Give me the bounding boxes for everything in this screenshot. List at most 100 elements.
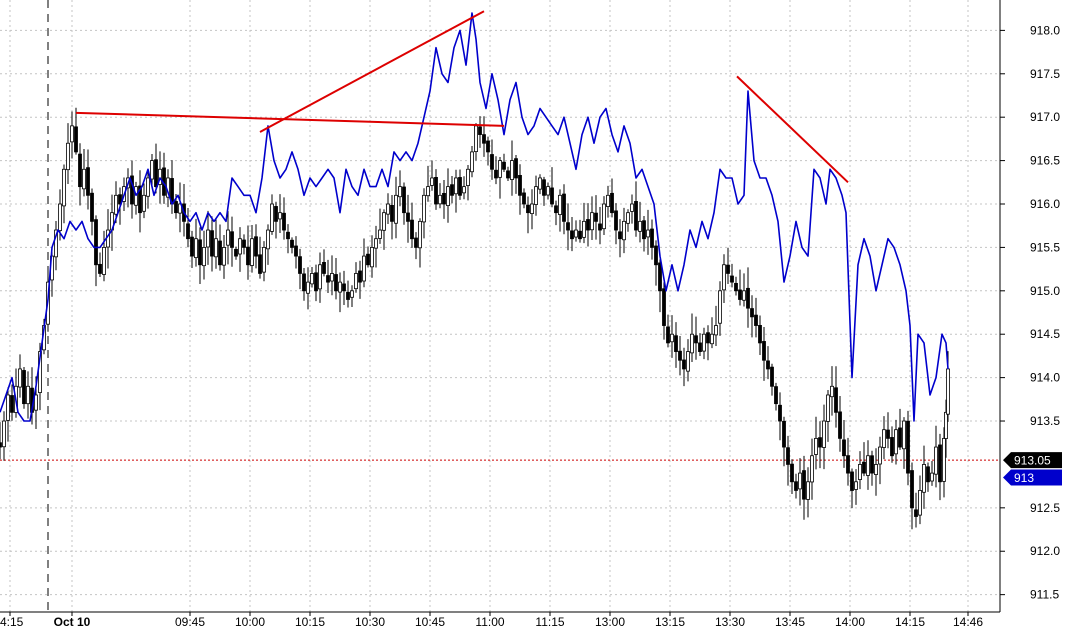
candle-body-219 <box>874 464 878 475</box>
candle-body-65 <box>258 254 262 274</box>
candle-body-119 <box>474 125 478 153</box>
candle-body-116 <box>462 186 466 194</box>
candle-body-170 <box>678 350 682 361</box>
candle-144 <box>574 220 578 242</box>
y-axis-labels: 918.0 917.5 917.0 916.5 916.0 915.5 915.0 914.5… <box>1000 23 1060 602</box>
candle-body-50 <box>198 239 202 266</box>
candle-107 <box>426 165 430 202</box>
candle-106 <box>422 188 426 239</box>
candle-161 <box>642 216 646 252</box>
candle-89 <box>354 262 358 293</box>
candle-body-125 <box>498 160 502 178</box>
candle-206 <box>822 404 826 470</box>
candle-66 <box>262 241 266 282</box>
candle-body-40 <box>158 168 162 185</box>
candle-body-215 <box>858 464 862 480</box>
candle-225 <box>898 408 902 450</box>
candle-body-37 <box>146 177 150 197</box>
candle-body-155 <box>618 231 622 240</box>
candle-body-149 <box>594 212 598 222</box>
candle-body-69 <box>274 206 278 222</box>
candle-120 <box>478 116 482 148</box>
candle-body-92 <box>366 253 370 266</box>
candle-body-102 <box>406 212 410 222</box>
candle-body-110 <box>438 194 442 205</box>
candle-body-128 <box>510 160 514 180</box>
candle-body-177 <box>706 332 710 344</box>
candle-219 <box>874 448 878 496</box>
candle-6 <box>22 366 26 409</box>
candle-body-56 <box>222 247 226 266</box>
candle-body-0 <box>0 442 2 448</box>
candle-35 <box>138 170 142 233</box>
candle-body-213 <box>850 471 854 491</box>
candle-body-159 <box>634 201 638 231</box>
candle-236 <box>942 427 946 498</box>
candle-body-166 <box>662 288 666 326</box>
candle-170 <box>678 335 682 376</box>
candle-body-195 <box>778 404 782 422</box>
line-series <box>0 12 949 422</box>
candle-body-39 <box>154 159 158 188</box>
candle-67 <box>266 224 270 265</box>
candle-151 <box>602 196 606 236</box>
candle-193 <box>770 363 774 396</box>
candle-body-142 <box>566 222 570 231</box>
candle-body-75 <box>298 256 302 274</box>
candle-body-175 <box>698 342 702 352</box>
candle-body-77 <box>306 281 310 294</box>
candle-167 <box>666 314 670 348</box>
candle-101 <box>402 182 406 225</box>
candle-body-89 <box>354 273 358 290</box>
candle-body-131 <box>522 192 526 205</box>
candle-169 <box>674 322 678 368</box>
candle-body-184 <box>734 282 738 292</box>
candle-102 <box>406 194 410 243</box>
candle-body-217 <box>866 455 870 476</box>
candle-body-14 <box>54 229 58 258</box>
candle-183 <box>730 263 734 288</box>
candle-body-105 <box>418 220 422 249</box>
candle-body-26 <box>102 247 106 275</box>
candle-51 <box>202 230 206 280</box>
candle-153 <box>610 178 614 218</box>
y-tick-label-915-5: 915.5 <box>1030 240 1060 254</box>
candle-125 <box>498 156 502 199</box>
last-price-badge: 913.05 <box>1003 452 1062 469</box>
candle-body-64 <box>254 236 258 257</box>
candle-body-218 <box>870 455 874 474</box>
candle-body-179 <box>714 325 718 336</box>
candle-56 <box>222 234 226 279</box>
candle-55 <box>218 224 222 271</box>
candle-body-107 <box>426 186 430 197</box>
candle-207 <box>826 389 830 442</box>
candle-body-112 <box>446 186 450 207</box>
x-tick-label-13-15: 13:15 <box>655 615 685 629</box>
last-price-badge-label: 913.05 <box>1014 454 1051 468</box>
candle-129 <box>514 154 518 194</box>
candle-body-224 <box>894 429 898 455</box>
candle-body-156 <box>622 220 626 241</box>
candle-93 <box>370 235 374 278</box>
candle-139 <box>554 200 558 226</box>
candle-216 <box>862 442 866 477</box>
candle-164 <box>654 240 658 286</box>
candle-181 <box>722 254 726 303</box>
candle-148 <box>590 196 594 240</box>
x-tick-label-09-45: 09:45 <box>175 615 205 629</box>
candle-body-225 <box>898 427 902 448</box>
candle-96 <box>382 209 386 250</box>
candle-body-133 <box>530 203 534 215</box>
candle-160 <box>638 201 642 243</box>
candle-body-111 <box>442 192 446 205</box>
candle-112 <box>446 168 450 223</box>
candle-194 <box>774 382 778 411</box>
candle-body-71 <box>282 212 286 231</box>
candle-body-16 <box>62 168 66 207</box>
candle-195 <box>778 392 782 441</box>
candle-26 <box>102 230 106 282</box>
candle-79 <box>314 264 318 302</box>
candle-body-91 <box>362 255 366 282</box>
candle-24 <box>94 215 98 287</box>
